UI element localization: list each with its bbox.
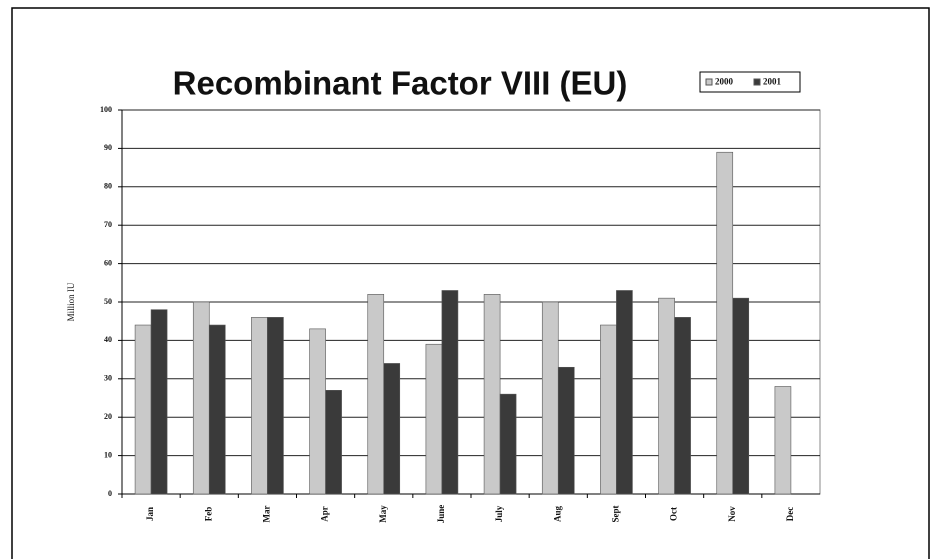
- x-tick-label: Jan: [145, 507, 155, 521]
- legend-label: 2001: [763, 77, 782, 87]
- bar: [425, 343, 443, 495]
- y-tick-label: 20: [104, 412, 112, 421]
- y-tick-label: 30: [104, 374, 112, 383]
- y-tick-label: 50: [104, 297, 112, 306]
- legend-label: 2000: [715, 77, 734, 87]
- bar: [367, 294, 385, 495]
- y-tick-label: 70: [104, 220, 112, 229]
- bar: [134, 324, 152, 495]
- bar: [616, 290, 633, 495]
- legend-swatch: [753, 78, 761, 86]
- bar: [658, 297, 675, 495]
- x-tick-label: Feb: [203, 507, 213, 522]
- bar: [541, 301, 559, 495]
- x-tick-label: May: [378, 505, 388, 523]
- y-axis-label: Million IU: [66, 282, 76, 321]
- bar: [325, 390, 342, 495]
- bar: [383, 363, 401, 495]
- bar: [716, 151, 734, 495]
- bar: [150, 309, 168, 495]
- bar: [732, 297, 750, 495]
- x-tick-label: Oct: [669, 507, 679, 521]
- y-tick-label: 0: [108, 489, 112, 498]
- legend-swatch: [705, 78, 713, 86]
- bar: [251, 317, 268, 495]
- x-tick-label: Aug: [552, 506, 562, 523]
- chart-title: Recombinant Factor VIII (EU): [173, 65, 628, 102]
- y-tick-label: 40: [104, 335, 112, 344]
- bar: [192, 301, 210, 495]
- x-tick-label: Nov: [727, 506, 737, 522]
- bar: [483, 294, 501, 495]
- x-tick-label: Sept: [610, 505, 620, 522]
- y-tick-label: 100: [100, 105, 112, 114]
- x-tick-label: Apr: [320, 506, 330, 522]
- legend-box: [699, 71, 801, 93]
- x-tick-label: June: [436, 505, 446, 524]
- y-tick-label: 60: [104, 258, 112, 267]
- bar: [309, 328, 326, 495]
- x-tick-label: July: [494, 505, 504, 522]
- y-tick-label: 90: [104, 143, 112, 152]
- y-tick-label: 80: [104, 182, 112, 191]
- bar: [674, 317, 691, 495]
- y-tick-label: 10: [104, 450, 112, 459]
- frame: [11, 7, 930, 559]
- bar: [267, 317, 284, 495]
- bar: [499, 393, 517, 495]
- x-tick-label: Dec: [785, 507, 795, 522]
- x-tick-label: Mar: [261, 506, 271, 523]
- bar: [208, 324, 226, 495]
- bar: [774, 386, 792, 495]
- bar: [441, 290, 459, 495]
- bar: [600, 324, 617, 495]
- bar: [557, 366, 575, 495]
